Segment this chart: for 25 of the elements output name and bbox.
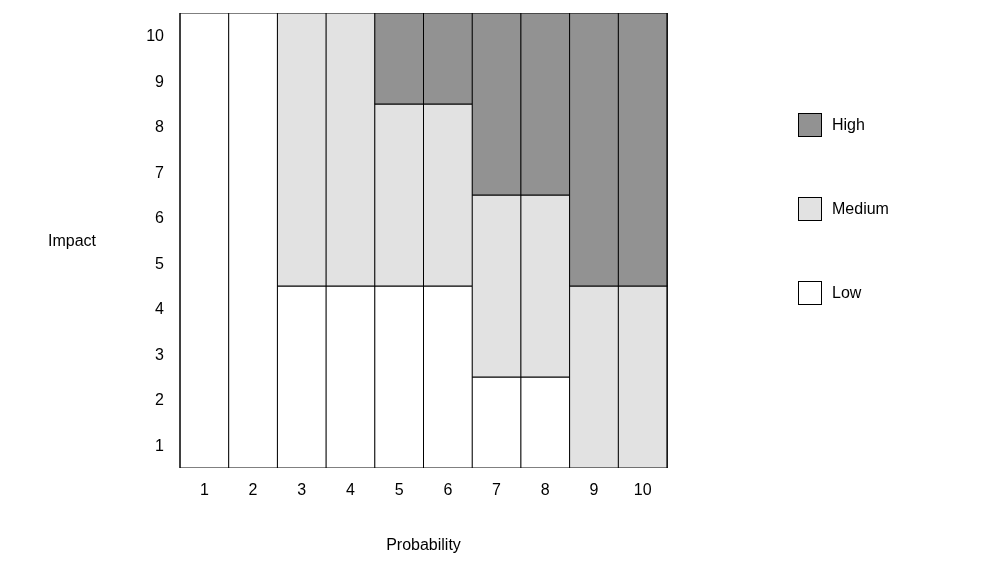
y-tick-label: 6 xyxy=(155,209,165,227)
legend-label: Medium xyxy=(832,200,889,218)
legend-label: High xyxy=(832,116,865,134)
y-tick-label: 8 xyxy=(155,118,165,136)
x-tick-label: 3 xyxy=(297,481,307,499)
x-tick-label: 10 xyxy=(633,481,652,499)
x-tick-label: 5 xyxy=(394,481,404,499)
x-tick-label: 4 xyxy=(346,481,355,499)
y-tick-label: 3 xyxy=(155,345,165,363)
x-axis-title: Probability xyxy=(386,536,461,553)
y-tick-label: 4 xyxy=(155,300,165,318)
y-tick-label: 10 xyxy=(146,27,165,45)
legend-label: Low xyxy=(832,284,862,302)
y-tick-label: 5 xyxy=(155,254,165,272)
x-tick-label: 7 xyxy=(492,481,502,499)
y-axis-title: Impact xyxy=(48,232,97,250)
x-tick-label: 6 xyxy=(443,481,453,499)
y-tick-label: 7 xyxy=(155,163,165,181)
x-tick-label: 9 xyxy=(589,481,599,499)
y-tick-label: 9 xyxy=(155,72,165,90)
y-tick-label: 2 xyxy=(155,391,165,409)
x-tick-label: 2 xyxy=(248,481,258,499)
x-tick-label: 1 xyxy=(199,481,209,499)
x-tick-label: 8 xyxy=(540,481,550,499)
y-tick-label: 1 xyxy=(155,436,165,454)
